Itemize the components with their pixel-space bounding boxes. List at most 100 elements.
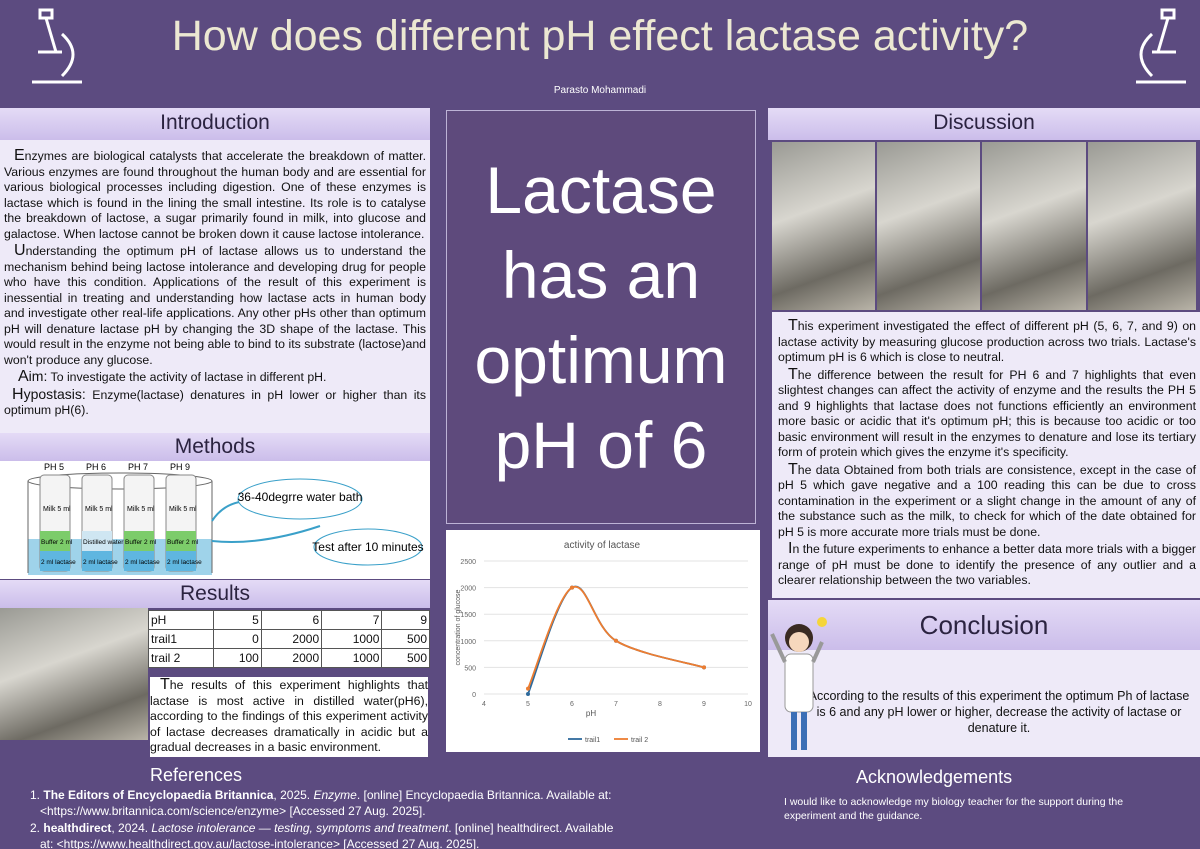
tube-text: Milk 5 ml xyxy=(43,506,71,513)
tube-layer xyxy=(82,531,112,551)
tube-text: 2 ml lactase xyxy=(83,559,118,566)
intro-body: Enzymes are biological catalysts that ac… xyxy=(0,140,430,433)
callout: 36-40degrre water bath xyxy=(238,490,363,504)
section-heading: Acknowledgements xyxy=(856,767,1013,787)
callout: Test after 10 minutes xyxy=(312,540,423,554)
photo xyxy=(0,608,148,740)
x-tick-label: 10 xyxy=(744,701,752,708)
tube-label: PH 7 xyxy=(128,462,148,472)
y-tick-label: 1500 xyxy=(460,612,476,619)
table: pH 5 6 7 9 trail1 0 2000 1000 500 trail 2 100 2000 10… xyxy=(147,610,430,668)
acknowledgement-text: I would like to acknowledge my biology t… xyxy=(784,796,1124,822)
highlight-box: Lactase has an optimum pH of 6 xyxy=(446,110,756,524)
table-cell: pH xyxy=(147,610,215,630)
section-heading: Results xyxy=(0,580,430,608)
x-tick-label: 4 xyxy=(482,701,486,708)
series-line xyxy=(527,585,705,690)
label: Hypostasis: xyxy=(12,385,86,403)
tube-layer xyxy=(166,551,196,571)
x-tick-label: 9 xyxy=(702,701,706,708)
table-row: trail 2 100 2000 1000 500 xyxy=(147,648,430,668)
table-cell: 1000 xyxy=(321,629,383,649)
paragraph: In the future experiments to enhance a b… xyxy=(778,540,1196,587)
x-tick-label: 6 xyxy=(570,701,574,708)
ref-title: Enzyme xyxy=(313,788,357,802)
scientist-illustration xyxy=(770,617,827,750)
tube-text: Milk 5 ml xyxy=(169,506,197,513)
photo xyxy=(772,142,875,310)
data-point xyxy=(526,692,530,696)
table-cell: 6 xyxy=(260,610,323,630)
tube-layer xyxy=(166,531,196,551)
table-cell: 5 xyxy=(213,610,262,630)
table-cell: 100 xyxy=(213,648,262,668)
highlight-line: pH of 6 xyxy=(494,408,708,482)
results-table: pH 5 6 7 9 trail1 0 2000 1000 500 trail 2 100 2000 10… xyxy=(147,610,430,668)
tube-layer xyxy=(40,531,70,551)
x-axis-label: pH xyxy=(586,709,596,718)
photo xyxy=(877,142,980,310)
highlight-line: optimum xyxy=(474,323,728,397)
paragraph: The data Obtained from both trials are c… xyxy=(778,460,1196,539)
table-cell: 2000 xyxy=(260,629,323,649)
y-tick-label: 2000 xyxy=(460,586,476,593)
y-tick-label: 1000 xyxy=(460,639,476,646)
tube-text: Buffer 2 ml xyxy=(125,539,157,546)
paragraph: The difference between the result for PH… xyxy=(778,365,1196,459)
tube-label: PH 5 xyxy=(44,462,64,472)
x-tick-label: 5 xyxy=(526,701,530,708)
tube-text: 2 ml lactase xyxy=(41,559,76,566)
x-tick-label: 7 xyxy=(614,701,618,708)
tube-layer xyxy=(124,551,154,571)
aim: Aim: To investigate the activity of lact… xyxy=(4,368,426,386)
poster-title: How does different pH effect lactase act… xyxy=(171,12,1029,60)
references-list: 1. The Editors of Encyclopaedia Britanni… xyxy=(30,787,630,849)
tube-layer xyxy=(82,551,112,571)
paragraph: Enzymes are biological catalysts that ac… xyxy=(4,147,426,241)
results-text: The results of this experiment highlight… xyxy=(150,677,428,757)
microscope-icon xyxy=(1136,8,1186,84)
table-cell: 0 xyxy=(213,629,262,649)
ref-author: healthdirect xyxy=(43,821,112,835)
table-cell: trail 2 xyxy=(147,648,215,668)
methods-diagram: PH 5 Milk 5 ml Buffer 2 ml 2 ml lactase PH 6… xyxy=(0,461,430,579)
highlight-line: has an xyxy=(501,238,701,312)
y-axis-label: concentration of glucose xyxy=(455,589,462,665)
tube-text: Buffer 2 ml xyxy=(167,539,199,546)
table-row: pH 5 6 7 9 xyxy=(147,610,430,630)
author: Parasto Mohammadi xyxy=(553,85,647,96)
text: Enzyme(lactase) denatures in pH lower or… xyxy=(4,387,426,418)
tube-label: PH 6 xyxy=(86,462,106,472)
reference: 1. The Editors of Encyclopaedia Britanni… xyxy=(30,787,630,819)
tube-text: Buffer 2 ml xyxy=(41,539,73,546)
ref-rest: . [online] Encyclopaedia Britannica. Ava… xyxy=(40,788,612,818)
data-point xyxy=(570,585,574,590)
paragraph: Understanding the optimum pH of lactase … xyxy=(4,242,426,367)
highlight-line: Lactase xyxy=(485,153,717,227)
table-cell: 500 xyxy=(381,629,430,649)
section-heading: Conclusion xyxy=(768,600,1200,650)
tube-text: Distilled water 2 ml xyxy=(83,539,138,546)
y-tick-label: 0 xyxy=(472,692,476,699)
text: According to the results of this experim… xyxy=(808,689,1190,735)
tube-layer xyxy=(40,551,70,571)
section-heading: References xyxy=(150,765,243,785)
microscope-icon xyxy=(32,8,82,84)
conclusion-body: According to the results of this experim… xyxy=(768,650,1200,757)
y-tick-label: 2500 xyxy=(460,559,476,566)
table-cell: 2000 xyxy=(260,648,323,668)
x-tick-label: 8 xyxy=(658,701,662,708)
tube-label: PH 9 xyxy=(170,462,190,472)
tube-text: 2 ml lactase xyxy=(125,559,160,566)
data-point xyxy=(614,638,618,643)
section-heading: Methods xyxy=(0,433,430,461)
y-tick-label: 500 xyxy=(464,665,476,672)
discussion-body: This experiment investigated the effect … xyxy=(772,312,1200,598)
tube-layer xyxy=(124,531,154,551)
ref-number: 2. xyxy=(30,821,41,835)
photo xyxy=(982,142,1086,310)
paragraph: The results of this experiment highlight… xyxy=(150,676,428,754)
chart-title: activity of lactase xyxy=(564,540,641,551)
ref-year: , 2025. xyxy=(273,788,314,802)
